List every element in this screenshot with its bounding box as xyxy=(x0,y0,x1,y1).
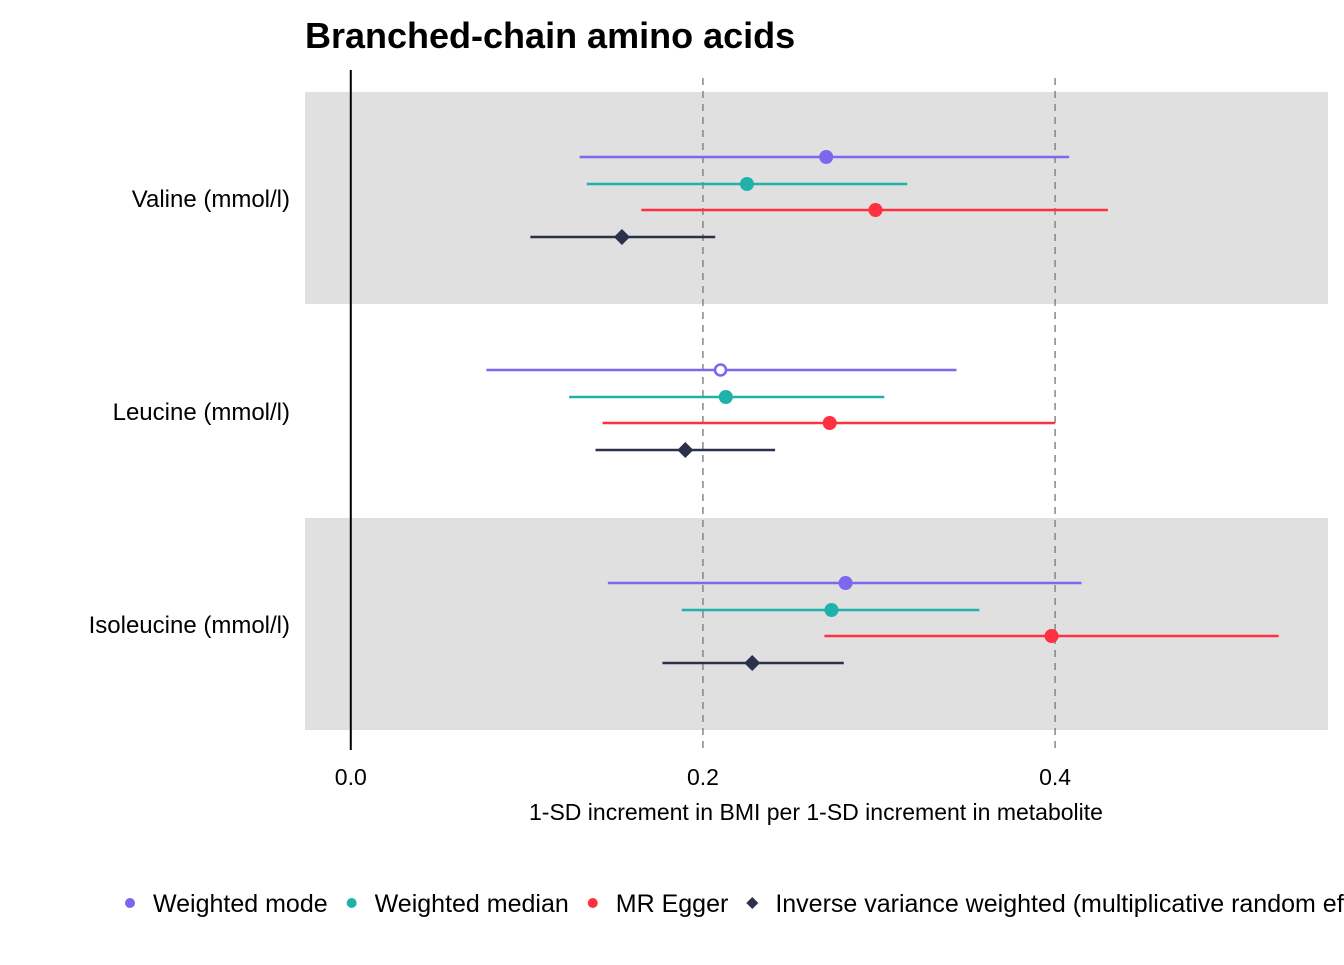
x-axis-label: 1-SD increment in BMI per 1-SD increment… xyxy=(529,799,1103,825)
category-bands xyxy=(305,92,1328,730)
legend-item: Weighted median xyxy=(346,890,569,918)
y-tick-label: Isoleucine (mmol/l) xyxy=(89,612,290,639)
x-tick-label: 0.2 xyxy=(687,764,719,790)
x-axis-ticks: 0.0 0.2 0.4 xyxy=(335,764,1071,790)
point-estimate xyxy=(838,576,853,590)
point-estimate xyxy=(677,442,694,458)
x-tick-label: 0.0 xyxy=(335,764,367,790)
chart-title: Branched-chain amino acids xyxy=(305,15,795,56)
y-tick-label: Leucine (mmol/l) xyxy=(113,399,290,426)
legend-marker xyxy=(587,898,598,908)
point-estimate xyxy=(822,416,837,430)
category-band xyxy=(305,518,1328,730)
series-2 xyxy=(602,203,1279,643)
point-estimate xyxy=(739,177,754,191)
legend-marker xyxy=(125,898,135,908)
legend-item: MR Egger xyxy=(587,890,729,918)
legend-label: Weighted mode xyxy=(153,890,328,918)
legend-marker xyxy=(346,898,357,908)
category-band xyxy=(305,92,1328,304)
point-estimate xyxy=(824,603,839,617)
legend-item: Weighted mode xyxy=(125,890,328,918)
point-estimate xyxy=(718,390,733,404)
legend-label: Weighted median xyxy=(375,890,569,918)
series-0 xyxy=(486,150,1082,590)
point-estimate xyxy=(1044,629,1059,643)
y-tick-label: Valine (mmol/l) xyxy=(132,186,290,213)
legend-marker xyxy=(746,897,759,909)
legend-label: Inverse variance weighted (multiplicativ… xyxy=(775,890,1344,918)
point-estimate xyxy=(744,655,761,671)
series-3 xyxy=(530,229,844,671)
x-tick-label: 0.4 xyxy=(1039,764,1071,790)
series-layer xyxy=(486,150,1279,671)
legend: Weighted mode Weighted median MR Egger Inve… xyxy=(125,890,1344,918)
legend-label: MR Egger xyxy=(616,890,729,918)
y-axis-labels: Valine (mmol/l) Leucine (mmol/l) Isoleucin… xyxy=(89,186,290,639)
point-estimate xyxy=(613,229,630,245)
point-estimate xyxy=(819,150,834,164)
point-estimate xyxy=(713,363,728,377)
point-estimate xyxy=(868,203,883,217)
legend-item: Inverse variance weighted (multiplicativ… xyxy=(746,890,1344,918)
series-1 xyxy=(569,177,980,617)
